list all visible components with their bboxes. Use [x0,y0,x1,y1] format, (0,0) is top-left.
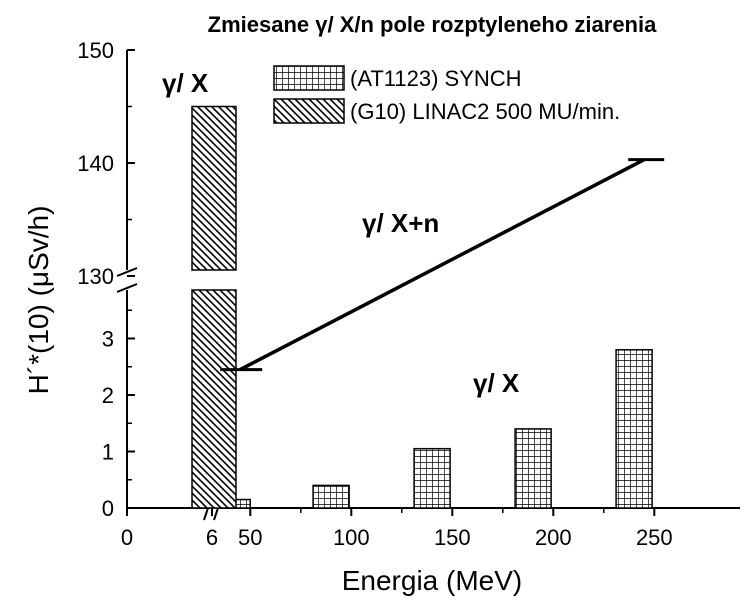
bar-synch [615,349,653,509]
annotation-gamma-x-n: γ/ X+n [362,208,439,238]
x-tick-label: 100 [333,525,370,550]
bar-synch [514,428,552,509]
y-tick-label: 1 [102,440,114,465]
x-tick-label: 200 [535,525,572,550]
y-tick-label: 130 [77,264,114,289]
x-tick-label: 6 [206,525,218,550]
annotation-gamma-x-right: γ/ X [473,368,520,398]
annotation-gamma-x-left: γ/ X [162,68,209,98]
y-tick-label: 150 [77,38,114,63]
y-axis-label: H´*(10) (μSv/h) [23,206,54,395]
legend-swatch-linac [273,98,345,124]
legend-label-linac: (G10) LINAC2 500 MU/min. [350,99,620,124]
y-tick-label: 0 [102,496,114,521]
x-tick-label: 250 [636,525,673,550]
x-axis-label: Energia (MeV) [342,565,523,596]
y-tick-label: 3 [102,327,114,352]
y-tick-label: 2 [102,383,114,408]
y-tick-label: 140 [77,151,114,176]
line-series [220,158,665,372]
bar-synch [413,447,451,509]
axis-ticks: 0 6 50 100 150 200 250 0 1 2 3 130 140 150 [77,38,672,550]
chart-title: Zmiesane γ/ X/n pole rozptyleneho ziaren… [208,12,657,37]
bar-linac-lower [191,289,237,509]
bars [191,105,653,509]
x-tick-label: 50 [238,525,262,550]
legend: (AT1123) SYNCH (G10) LINAC2 500 MU/min. [273,65,620,124]
line-gamma-x-n [239,158,646,372]
legend-label-synch: (AT1123) SYNCH [350,66,522,91]
bar-synch [312,484,350,509]
y-axis-break-marker [116,267,138,293]
x-tick-label: 150 [434,525,471,550]
legend-swatch-synch [273,65,345,91]
x-tick-label: 0 [121,525,133,550]
bar-linac-upper [191,105,237,271]
